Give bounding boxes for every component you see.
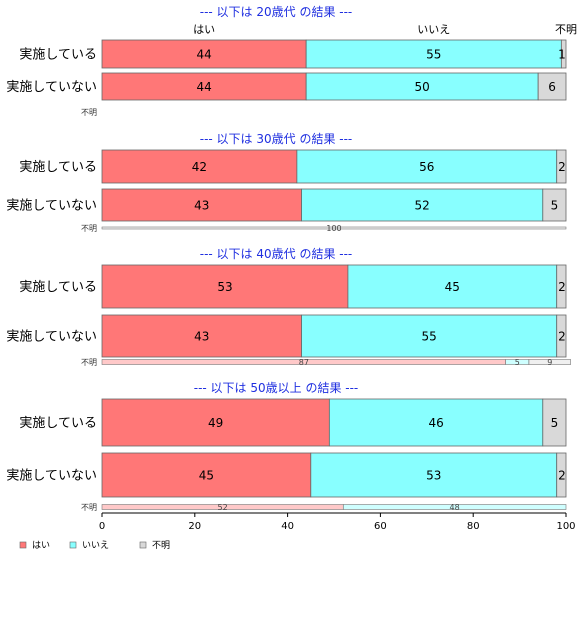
bar-segment xyxy=(556,149,567,184)
bar-segment xyxy=(305,39,562,69)
row-label: 実施していない xyxy=(6,79,97,95)
unknown-row-label: 不明 xyxy=(81,224,97,233)
unknown-data-label: 52 xyxy=(218,503,228,512)
panel-title: --- 以下は 30歳代 の結果 --- xyxy=(200,132,353,146)
bar-segment xyxy=(542,188,567,222)
unknown-row-label: 不明 xyxy=(81,108,97,117)
unknown-bar-segment xyxy=(528,359,571,365)
bar-segment xyxy=(347,264,558,309)
legend-label: いいえ xyxy=(82,540,109,551)
data-label: 43 xyxy=(194,330,209,344)
unknown-bar-segment xyxy=(101,226,567,230)
bar-segment xyxy=(101,452,312,498)
row-label: 実施している xyxy=(19,47,97,63)
data-label: 5 xyxy=(551,416,559,430)
legend-swatch xyxy=(19,541,27,549)
legend-label: 不明 xyxy=(152,540,170,551)
data-label: 1 xyxy=(558,48,566,62)
unknown-data-label: 5 xyxy=(515,358,520,367)
unknown-data-label: 48 xyxy=(450,503,460,512)
row-label: 実施していない xyxy=(6,198,97,214)
row-label: 実施している xyxy=(19,279,97,295)
category-header-label: いいえ xyxy=(417,23,450,36)
data-label: 45 xyxy=(199,469,214,483)
category-header-label: はい xyxy=(193,23,215,36)
x-tick-label: 40 xyxy=(281,521,294,532)
data-label: 2 xyxy=(558,469,566,483)
data-label: 2 xyxy=(558,160,566,174)
unknown-row-label: 不明 xyxy=(81,358,97,367)
bar-segment xyxy=(101,398,330,447)
bar-segment xyxy=(101,314,302,358)
data-label: 45 xyxy=(445,280,460,294)
data-label: 56 xyxy=(419,160,434,174)
row-label: 実施していない xyxy=(6,329,97,345)
panel-title: --- 以下は 20歳代 の結果 --- xyxy=(200,5,353,19)
data-label: 52 xyxy=(415,199,430,213)
bar-segment xyxy=(101,149,298,184)
data-label: 5 xyxy=(551,199,559,213)
bar-segment xyxy=(310,452,558,498)
data-label: 42 xyxy=(192,160,207,174)
bar-segment xyxy=(560,39,567,69)
category-header-label: 不明 xyxy=(555,23,577,36)
bar-segment xyxy=(542,398,567,447)
x-tick-label: 60 xyxy=(374,521,387,532)
data-label: 55 xyxy=(421,330,436,344)
panel-title: --- 以下は 40歳代 の結果 --- xyxy=(200,247,353,261)
x-tick-label: 80 xyxy=(467,521,480,532)
unknown-bar-segment xyxy=(342,504,567,510)
unknown-data-label: 100 xyxy=(326,224,341,233)
unknown-data-label: 9 xyxy=(547,358,552,367)
bar-segment xyxy=(101,188,302,222)
legend-swatch xyxy=(139,541,147,549)
row-label: 実施している xyxy=(19,159,97,175)
bar-segment xyxy=(296,149,558,184)
x-tick-label: 20 xyxy=(188,521,201,532)
data-label: 43 xyxy=(194,199,209,213)
data-label: 50 xyxy=(415,80,430,94)
legend-swatch xyxy=(69,541,77,549)
data-label: 53 xyxy=(426,469,441,483)
panel-title: --- 以下は 50歳以上 の結果 --- xyxy=(194,381,359,395)
bar-segment xyxy=(537,72,567,101)
data-label: 2 xyxy=(558,330,566,344)
unknown-data-label: 87 xyxy=(299,358,309,367)
row-label: 実施している xyxy=(19,415,97,431)
data-label: 44 xyxy=(196,48,211,62)
bar-segment xyxy=(301,314,558,358)
x-tick-label: 0 xyxy=(99,521,105,532)
data-label: 44 xyxy=(196,80,211,94)
data-label: 55 xyxy=(426,48,441,62)
bar-segment xyxy=(328,398,544,447)
bar-segment xyxy=(556,314,567,358)
data-label: 2 xyxy=(558,280,566,294)
data-label: 6 xyxy=(548,80,556,94)
bar-segment xyxy=(101,39,307,69)
data-label: 49 xyxy=(208,416,223,430)
bar-segment xyxy=(556,452,567,498)
x-tick-label: 100 xyxy=(556,521,575,532)
unknown-row-label: 不明 xyxy=(81,503,97,512)
bar-segment xyxy=(556,264,567,309)
row-label: 実施していない xyxy=(6,468,97,484)
legend-label: はい xyxy=(32,540,50,551)
bar-segment xyxy=(301,188,544,222)
data-label: 53 xyxy=(217,280,232,294)
data-label: 46 xyxy=(428,416,443,430)
